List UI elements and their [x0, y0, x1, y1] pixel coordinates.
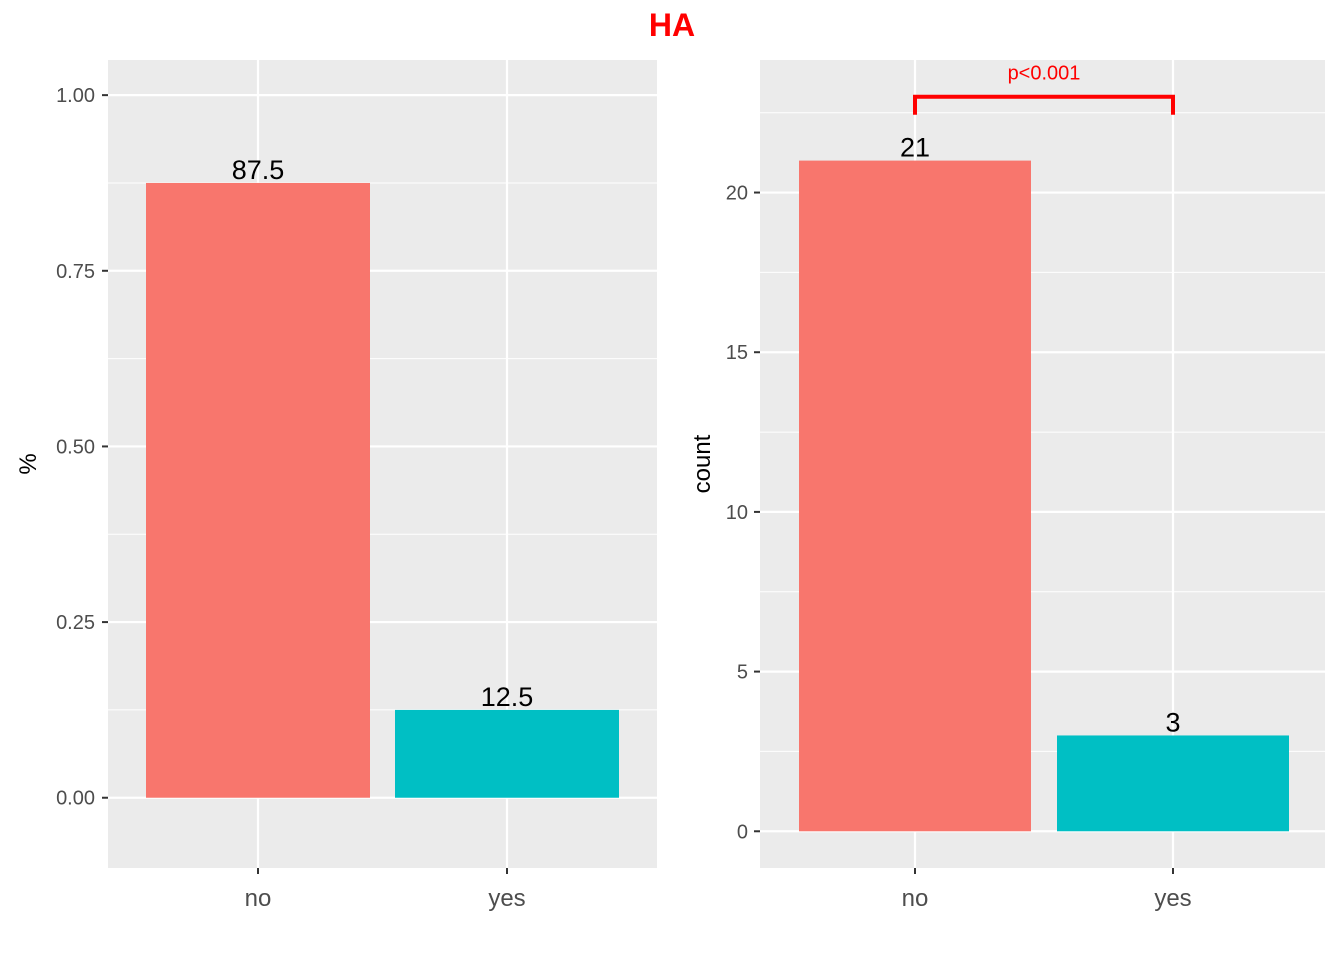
y-tick-label: 1.00 — [56, 85, 95, 107]
bar-no — [146, 182, 370, 798]
data-label: 12.5 — [481, 682, 534, 712]
x-tick-label: no — [902, 885, 929, 912]
x-tick-label: no — [245, 885, 272, 912]
y-tick-label: 0 — [737, 821, 748, 843]
figure-title: HA — [649, 7, 695, 43]
y-tick-label: 10 — [726, 502, 748, 524]
bar-no — [799, 160, 1031, 832]
y-tick-label: 20 — [726, 183, 748, 205]
p-value-label: p<0.001 — [1008, 63, 1081, 85]
y-tick-label: 0.75 — [56, 261, 95, 283]
left-panel-percent: 0.00 0.25 0.50 0.75 1.00 87.5 12.5 no yes% — [15, 60, 657, 912]
right-panel-count: 0 5 10 15 20 21 3 no yes count p<0.001 — [689, 60, 1325, 912]
y-axis-label: % — [15, 453, 42, 474]
y-axis-label: count — [689, 434, 716, 493]
y-tick-label: 15 — [726, 342, 748, 364]
y-tick-label: 0.50 — [56, 436, 95, 458]
y-tick-label: 0.00 — [56, 788, 95, 810]
bar-yes — [1057, 735, 1289, 832]
data-label: 87.5 — [232, 155, 285, 185]
bar-yes — [395, 709, 619, 798]
significance-bracket — [913, 94, 1175, 115]
y-tick-label: 0.25 — [56, 612, 95, 634]
data-label: 3 — [1165, 707, 1180, 737]
x-tick-label: yes — [488, 885, 525, 912]
y-tick-label: 5 — [737, 662, 748, 684]
x-tick-label: yes — [1154, 885, 1191, 912]
data-label: 21 — [900, 133, 930, 163]
